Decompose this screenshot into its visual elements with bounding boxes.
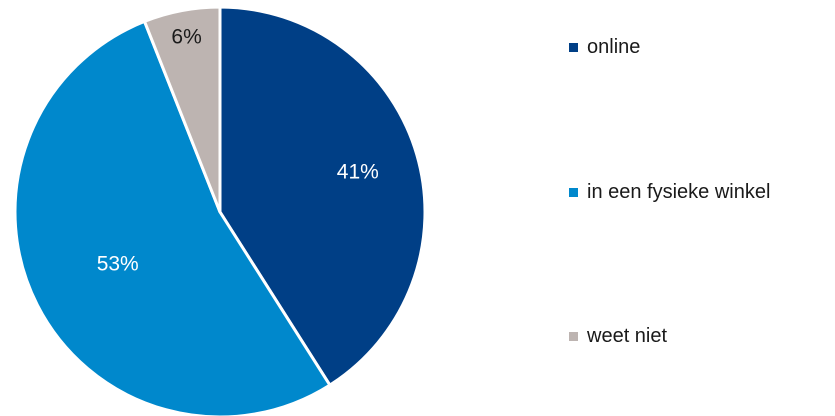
pie-slice-weet-niet [143, 5, 222, 214]
legend-swatch-fysieke-winkel [569, 188, 578, 197]
pie-slice-fysieke-winkel [13, 19, 332, 416]
legend-label-fysieke-winkel: in een fysieke winkel [587, 181, 771, 203]
data-label-weet-niet: 6% [171, 25, 201, 48]
data-label-fysieke-winkel: 53% [97, 253, 139, 276]
legend-swatch-online [569, 43, 578, 52]
data-label-online: 41% [337, 160, 379, 183]
legend-label-weet-niet: weet niet [587, 325, 668, 347]
legend-item-fysieke-winkel: in een fysieke winkel [569, 181, 770, 204]
chart-legend: online in een fysieke winkel weet niet [569, 0, 835, 416]
legend-item-online: online [569, 36, 640, 59]
legend-item-weet-niet: weet niet [569, 325, 667, 348]
pie-chart: 41% 53% 6% [13, 5, 427, 416]
legend-label-online: online [587, 36, 641, 58]
legend-swatch-weet-niet [569, 332, 578, 341]
